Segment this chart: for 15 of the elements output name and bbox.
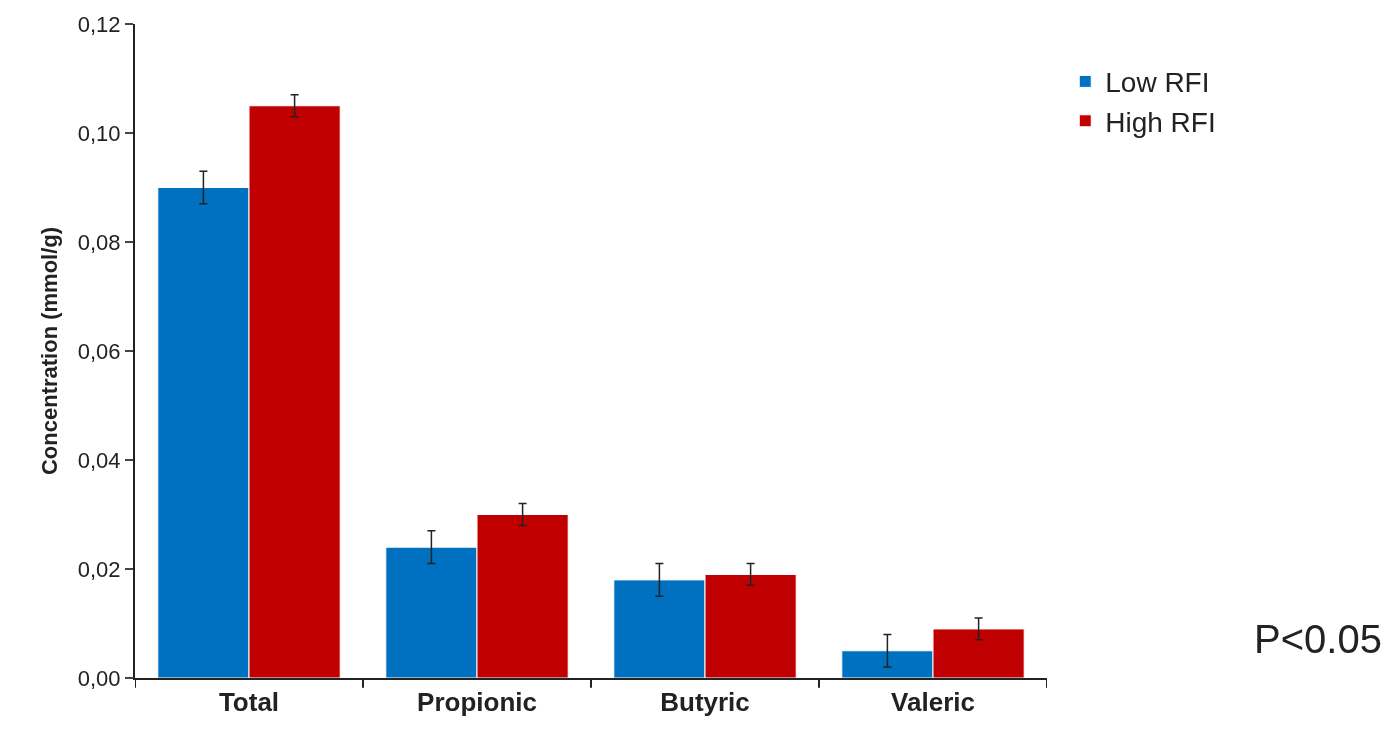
y-tick-label: 0,08 (77, 229, 121, 255)
y-tick-label: 0,04 (77, 447, 121, 473)
legend-label: High RFI (1105, 106, 1216, 138)
y-tick-label: 0,12 (77, 11, 121, 37)
x-tick-label: Propionic (417, 687, 537, 718)
x-tick-label: Butyric (660, 687, 750, 718)
y-tick-label: 0,10 (77, 120, 121, 146)
y-tick-label: 0,02 (77, 556, 121, 582)
x-tick-label: Total (218, 687, 280, 718)
text: P<0.05 (1254, 617, 1382, 661)
y-tick-label: 0,00 (77, 665, 121, 691)
legend-label: Low RFI (1105, 67, 1210, 99)
y-axis-title: Concentration (mmol/g) (37, 226, 63, 476)
x-tick-label: Valeric (891, 687, 975, 718)
y-tick-label: 0,06 (77, 338, 121, 364)
